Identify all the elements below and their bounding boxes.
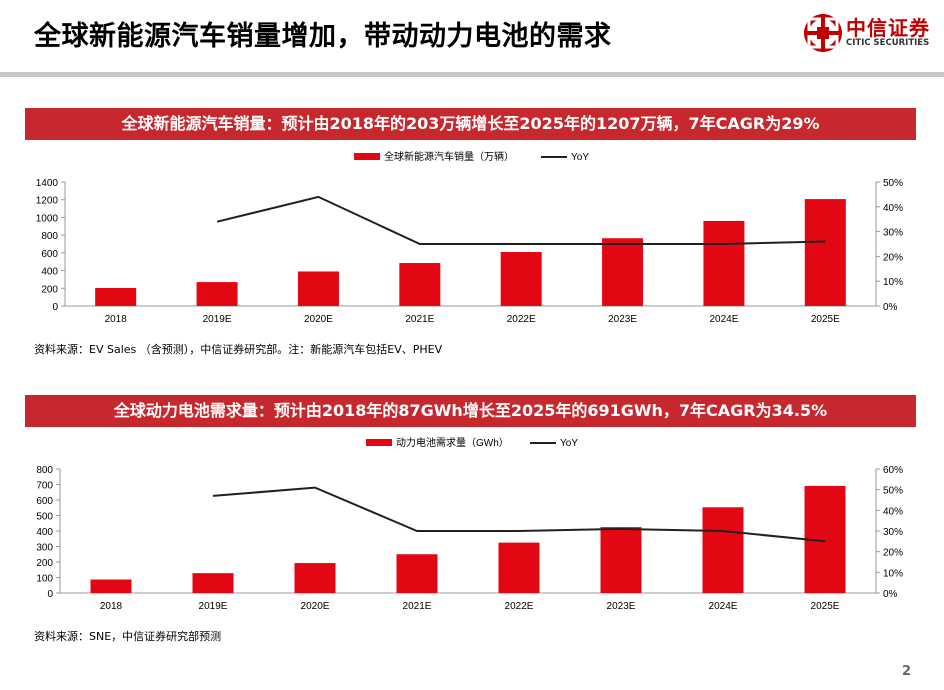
bar-2020E bbox=[294, 563, 336, 593]
right-axis-tick-label: 30% bbox=[883, 527, 903, 538]
bar-2021E bbox=[399, 263, 441, 306]
x-axis-category-label: 2023E bbox=[607, 601, 636, 612]
x-axis-category-label: 2025E bbox=[811, 314, 840, 325]
bar-2018 bbox=[90, 579, 132, 593]
right-axis-tick-label: 30% bbox=[883, 228, 903, 239]
right-axis-tick-label: 50% bbox=[883, 178, 903, 189]
x-axis-category-label: 2018 bbox=[100, 601, 123, 612]
left-axis-tick-label: 200 bbox=[36, 558, 53, 569]
left-axis-tick-label: 1400 bbox=[36, 178, 59, 189]
x-axis-category-label: 2023E bbox=[608, 314, 637, 325]
legend-line-label: YoY bbox=[560, 438, 578, 449]
legend-bar-swatch bbox=[354, 153, 380, 160]
left-axis-tick-label: 400 bbox=[36, 527, 53, 538]
citic-logo: 中信证券 CITIC SECURITIES bbox=[800, 10, 936, 56]
bar-2021E bbox=[396, 554, 438, 593]
right-axis-tick-label: 0% bbox=[883, 589, 898, 600]
legend-bar-swatch bbox=[366, 439, 392, 446]
left-axis-tick-label: 700 bbox=[36, 481, 53, 492]
left-axis-tick-label: 300 bbox=[36, 543, 53, 554]
legend-bar-label: 动力电池需求量（GWh） bbox=[396, 436, 509, 449]
x-axis-category-label: 2025E bbox=[811, 601, 840, 612]
right-axis-tick-label: 20% bbox=[883, 252, 903, 263]
left-axis-tick-label: 600 bbox=[36, 496, 53, 507]
x-axis-category-label: 2024E bbox=[709, 601, 738, 612]
ev-sales-chart: 0 200 400 600 800 1000 1200 1400 0% 10% 20% 30% 40% 5… bbox=[36, 150, 903, 325]
right-axis-tick-label: 0% bbox=[883, 302, 898, 313]
left-axis-tick-label: 200 bbox=[41, 284, 58, 295]
bar-2025E bbox=[804, 199, 846, 306]
bar-2024E bbox=[703, 220, 745, 306]
right-axis-tick-label: 10% bbox=[883, 277, 903, 288]
legend-line-label: YoY bbox=[571, 152, 589, 163]
left-axis-tick-label: 400 bbox=[41, 267, 58, 278]
right-axis-tick-label: 40% bbox=[883, 506, 903, 517]
right-axis-tick-label: 20% bbox=[883, 548, 903, 559]
bar-2019E bbox=[196, 282, 238, 306]
chart1-title-banner: 全球新能源汽车销量：预计由2018年的203万辆增长至2025年的1207万辆，… bbox=[25, 108, 916, 140]
left-axis-tick-label: 800 bbox=[41, 231, 58, 242]
chart2-title-banner: 全球动力电池需求量：预计由2018年的87GWh增长至2025年的691GWh，… bbox=[25, 395, 916, 427]
chart1-source-note: 资料来源：EV Sales （含预测），中信证券研究部。注：新能源汽车包括EV、… bbox=[34, 343, 443, 356]
citic-emblem-icon bbox=[804, 14, 842, 52]
x-axis-category-label: 2021E bbox=[405, 314, 434, 325]
x-axis-category-label: 2018 bbox=[105, 314, 128, 325]
bar-2023E bbox=[600, 527, 642, 593]
chart2-source-note: 资料来源：SNE，中信证券研究部预测 bbox=[34, 630, 222, 643]
right-axis-tick-label: 60% bbox=[883, 465, 903, 476]
legend-bar-label: 全球新能源汽车销量（万辆） bbox=[384, 150, 514, 163]
bar-2024E bbox=[702, 507, 744, 593]
left-axis-tick-label: 1000 bbox=[36, 213, 59, 224]
left-axis-tick-label: 0 bbox=[47, 589, 53, 600]
bar-2020E bbox=[297, 271, 339, 306]
bar-2022E bbox=[500, 251, 542, 306]
slide-header: 全球新能源汽车销量增加，带动动力电池的需求 中信证券 CITIC SECURIT… bbox=[0, 0, 944, 72]
left-axis-tick-label: 0 bbox=[52, 302, 58, 313]
x-axis-category-label: 2019E bbox=[203, 314, 232, 325]
x-axis-category-label: 2019E bbox=[199, 601, 228, 612]
slide-title: 全球新能源汽车销量增加，带动动力电池的需求 bbox=[34, 21, 612, 52]
logo-english-text: CITIC SECURITIES bbox=[846, 38, 930, 48]
left-axis-tick-label: 600 bbox=[41, 249, 58, 260]
right-axis-tick-label: 10% bbox=[883, 568, 903, 579]
battery-demand-chart: 0 100 200 300 400 500 600 700 800 0% 10% 20% 30% 40% 5… bbox=[36, 436, 903, 612]
x-axis-category-label: 2020E bbox=[301, 601, 330, 612]
bar-2018 bbox=[95, 288, 137, 306]
x-axis-category-label: 2024E bbox=[709, 314, 738, 325]
x-axis-category-label: 2022E bbox=[507, 314, 536, 325]
logo-chinese-text: 中信证券 bbox=[846, 16, 930, 40]
left-axis-tick-label: 100 bbox=[36, 574, 53, 585]
x-axis-category-label: 2020E bbox=[304, 314, 333, 325]
x-axis-category-label: 2022E bbox=[505, 601, 534, 612]
left-axis-tick-label: 500 bbox=[36, 512, 53, 523]
left-axis-tick-label: 1200 bbox=[36, 196, 59, 207]
bar-2022E bbox=[498, 542, 540, 593]
page-number: 2 bbox=[902, 664, 912, 679]
right-axis-tick-label: 40% bbox=[883, 203, 903, 214]
bar-2023E bbox=[602, 238, 644, 306]
header-divider bbox=[0, 72, 944, 77]
bar-2019E bbox=[192, 573, 234, 593]
right-axis-tick-label: 50% bbox=[883, 486, 903, 497]
left-axis-tick-label: 800 bbox=[36, 465, 53, 476]
x-axis-category-label: 2021E bbox=[403, 601, 432, 612]
